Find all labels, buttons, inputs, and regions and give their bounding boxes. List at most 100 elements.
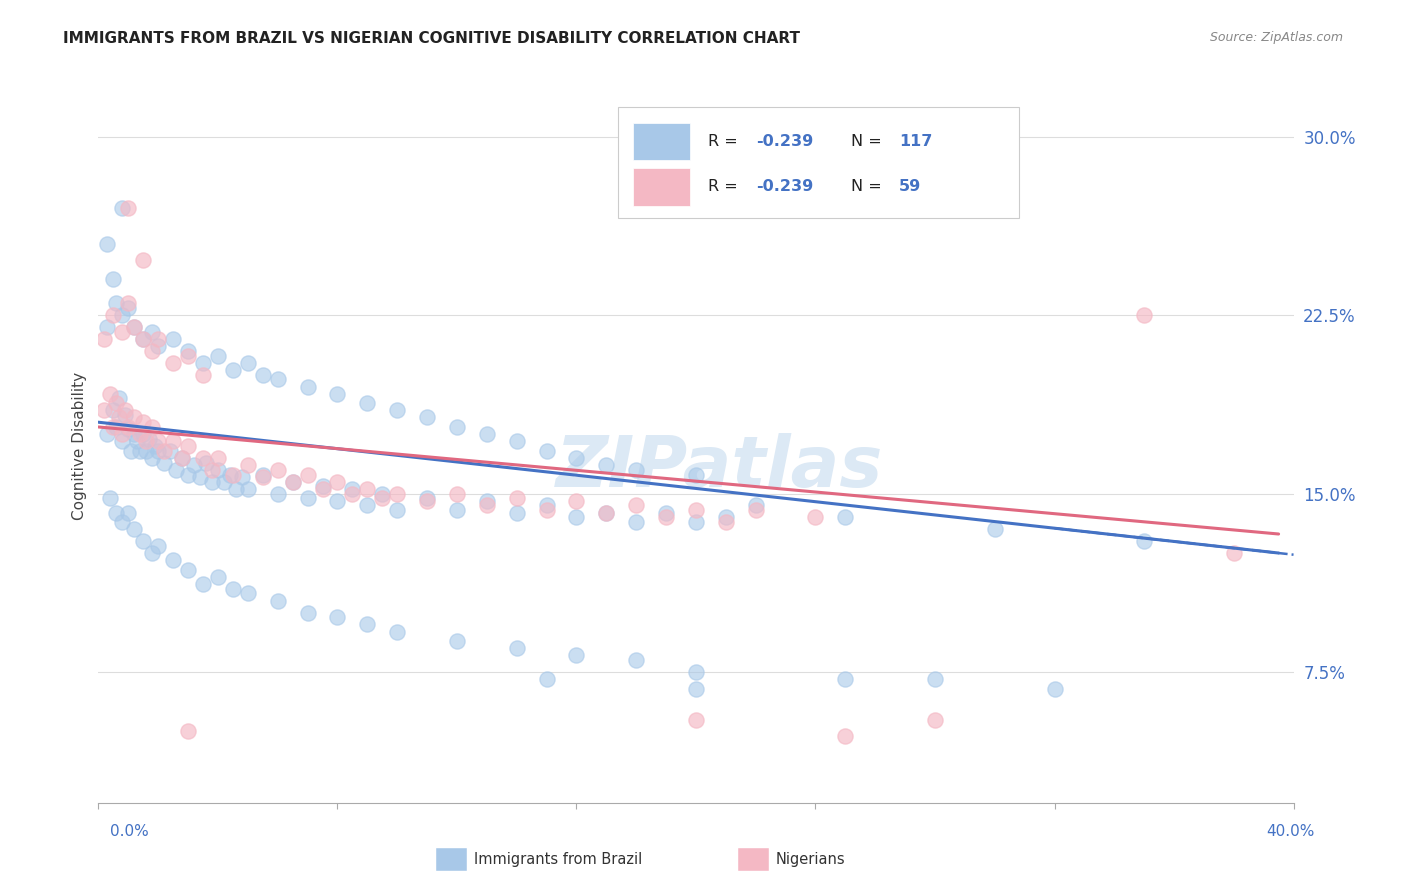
Point [446, 420, 468, 434]
Point [148, 539, 170, 553]
Point [108, 410, 131, 425]
Point [924, 672, 946, 686]
Point [93, 332, 115, 346]
Point [207, 463, 229, 477]
Point [356, 396, 378, 410]
Point [132, 415, 155, 429]
Point [141, 546, 163, 560]
Point [311, 479, 333, 493]
Text: 40.0%: 40.0% [1267, 824, 1315, 838]
Point [924, 713, 946, 727]
FancyBboxPatch shape [633, 169, 690, 205]
Point [177, 724, 200, 739]
Point [111, 515, 134, 529]
Point [506, 506, 529, 520]
Point [475, 499, 498, 513]
Point [236, 586, 259, 600]
Point [834, 729, 856, 743]
Point [93, 403, 115, 417]
Point [356, 617, 378, 632]
Text: R =: R = [709, 179, 742, 194]
Point [132, 332, 155, 346]
Point [536, 503, 558, 517]
Point [655, 506, 678, 520]
Point [222, 363, 245, 377]
Point [159, 443, 181, 458]
Point [117, 422, 139, 436]
Point [595, 458, 617, 472]
Point [626, 499, 648, 513]
Point [356, 499, 378, 513]
Text: 0.0%: 0.0% [110, 824, 149, 838]
Point [252, 470, 274, 484]
Point [342, 482, 364, 496]
Point [177, 563, 200, 577]
Point [141, 343, 163, 358]
Point [124, 522, 146, 536]
Point [124, 320, 146, 334]
Text: Nigerians: Nigerians [776, 853, 846, 867]
Point [132, 253, 155, 268]
Point [506, 491, 529, 506]
Point [114, 408, 136, 422]
Point [129, 443, 152, 458]
Point [834, 510, 856, 524]
Point [96, 236, 118, 251]
Point [191, 356, 214, 370]
Point [120, 443, 142, 458]
Point [177, 349, 200, 363]
Point [191, 450, 214, 465]
Point [117, 301, 139, 315]
Point [231, 470, 253, 484]
Point [135, 443, 157, 458]
Point [416, 493, 439, 508]
Point [183, 458, 205, 472]
Point [96, 427, 118, 442]
Point [446, 486, 468, 500]
Point [117, 420, 139, 434]
Point [111, 325, 134, 339]
Point [165, 463, 187, 477]
Point [117, 201, 139, 215]
Point [201, 463, 224, 477]
Text: Immigrants from Brazil: Immigrants from Brazil [474, 853, 643, 867]
Point [297, 467, 319, 482]
Point [162, 553, 184, 567]
Point [446, 634, 468, 648]
Point [1043, 681, 1066, 696]
Point [1133, 534, 1156, 549]
Y-axis label: Cognitive Disability: Cognitive Disability [72, 372, 87, 520]
Point [626, 515, 648, 529]
Point [219, 467, 242, 482]
Point [111, 308, 134, 322]
Point [565, 493, 588, 508]
Point [141, 325, 163, 339]
Point [475, 427, 498, 442]
Point [536, 672, 558, 686]
Point [117, 506, 139, 520]
Point [267, 463, 290, 477]
Point [124, 427, 146, 442]
Point [326, 386, 349, 401]
Point [326, 475, 349, 489]
Point [371, 491, 394, 506]
Point [685, 665, 707, 679]
Point [446, 503, 468, 517]
Point [685, 467, 707, 482]
Point [356, 482, 378, 496]
Point [416, 491, 439, 506]
Point [626, 653, 648, 667]
Point [565, 510, 588, 524]
Point [124, 410, 146, 425]
Point [311, 482, 333, 496]
Point [506, 641, 529, 656]
Text: R =: R = [709, 134, 742, 149]
Text: N =: N = [852, 134, 887, 149]
Point [536, 499, 558, 513]
Point [595, 506, 617, 520]
Point [132, 332, 155, 346]
Point [141, 450, 163, 465]
Point [745, 499, 768, 513]
Point [385, 486, 409, 500]
Point [655, 510, 678, 524]
